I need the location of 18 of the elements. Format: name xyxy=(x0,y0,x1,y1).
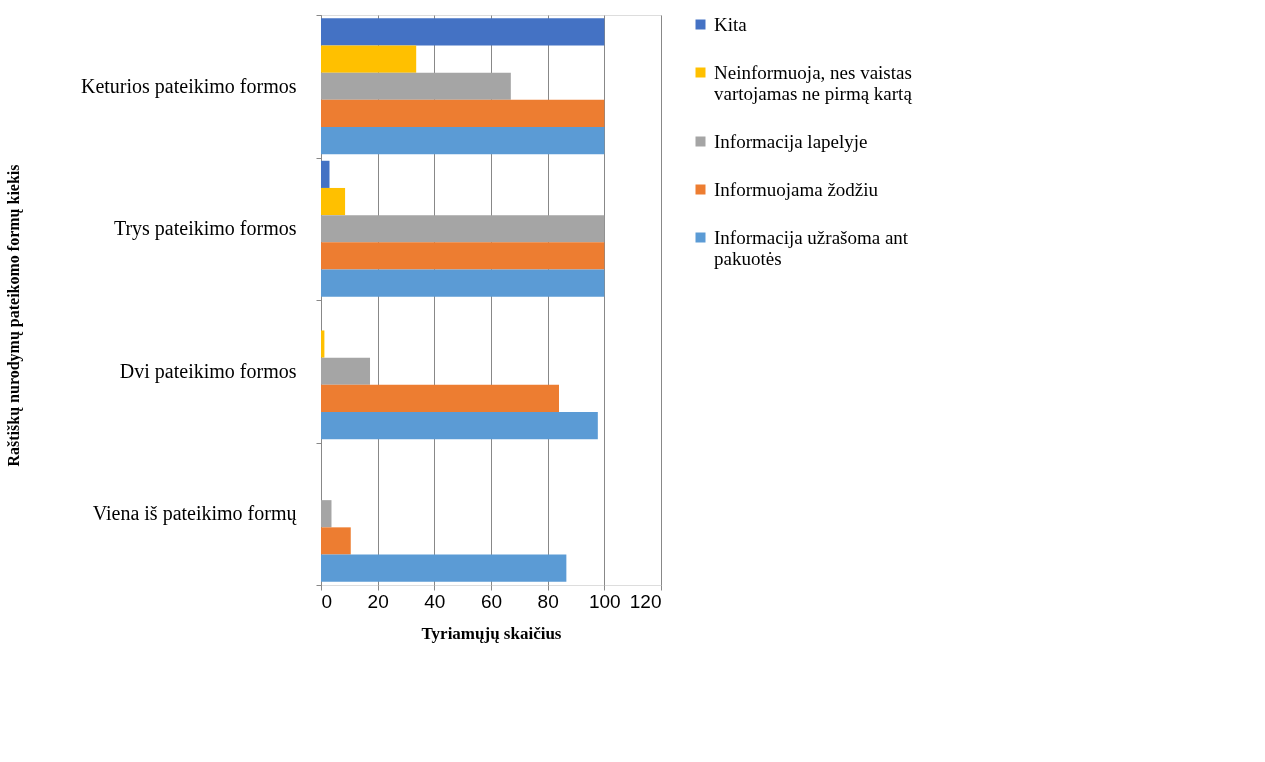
x-tick-label: 100 xyxy=(588,590,621,612)
y-axis-title: Raštiškų nurodymų pateikomo formų kiekis xyxy=(4,164,23,467)
x-tick-label: 20 xyxy=(367,590,389,612)
legend-label: Informacija užrašoma ant pakuotės xyxy=(714,226,909,269)
legend-label: Kita xyxy=(714,13,748,35)
x-tick-label: 40 xyxy=(424,590,446,612)
y-tick-label: Viena iš pateikimo formų xyxy=(92,502,298,526)
x-tick-label: 60 xyxy=(480,590,503,612)
legend-label: Informacija lapelyje xyxy=(714,130,868,152)
x-tick-label: 0 xyxy=(321,590,333,612)
x-tick-label: 80 xyxy=(537,590,559,612)
legend-label: Neinformuoja, nes vaistas vartojamas ne pirmą kartą xyxy=(714,61,913,104)
x-tick-label: 120 xyxy=(629,590,662,612)
y-tick-label: Dvi pateikimo formos xyxy=(119,359,297,383)
legend-label: Informuojama žodžiu xyxy=(714,178,879,200)
x-axis-title: Tyriamųjų skaičius xyxy=(421,623,562,643)
y-tick-label: Keturios pateikimo formos xyxy=(80,74,297,98)
y-tick-label: Trys pateikimo formos xyxy=(113,217,297,241)
